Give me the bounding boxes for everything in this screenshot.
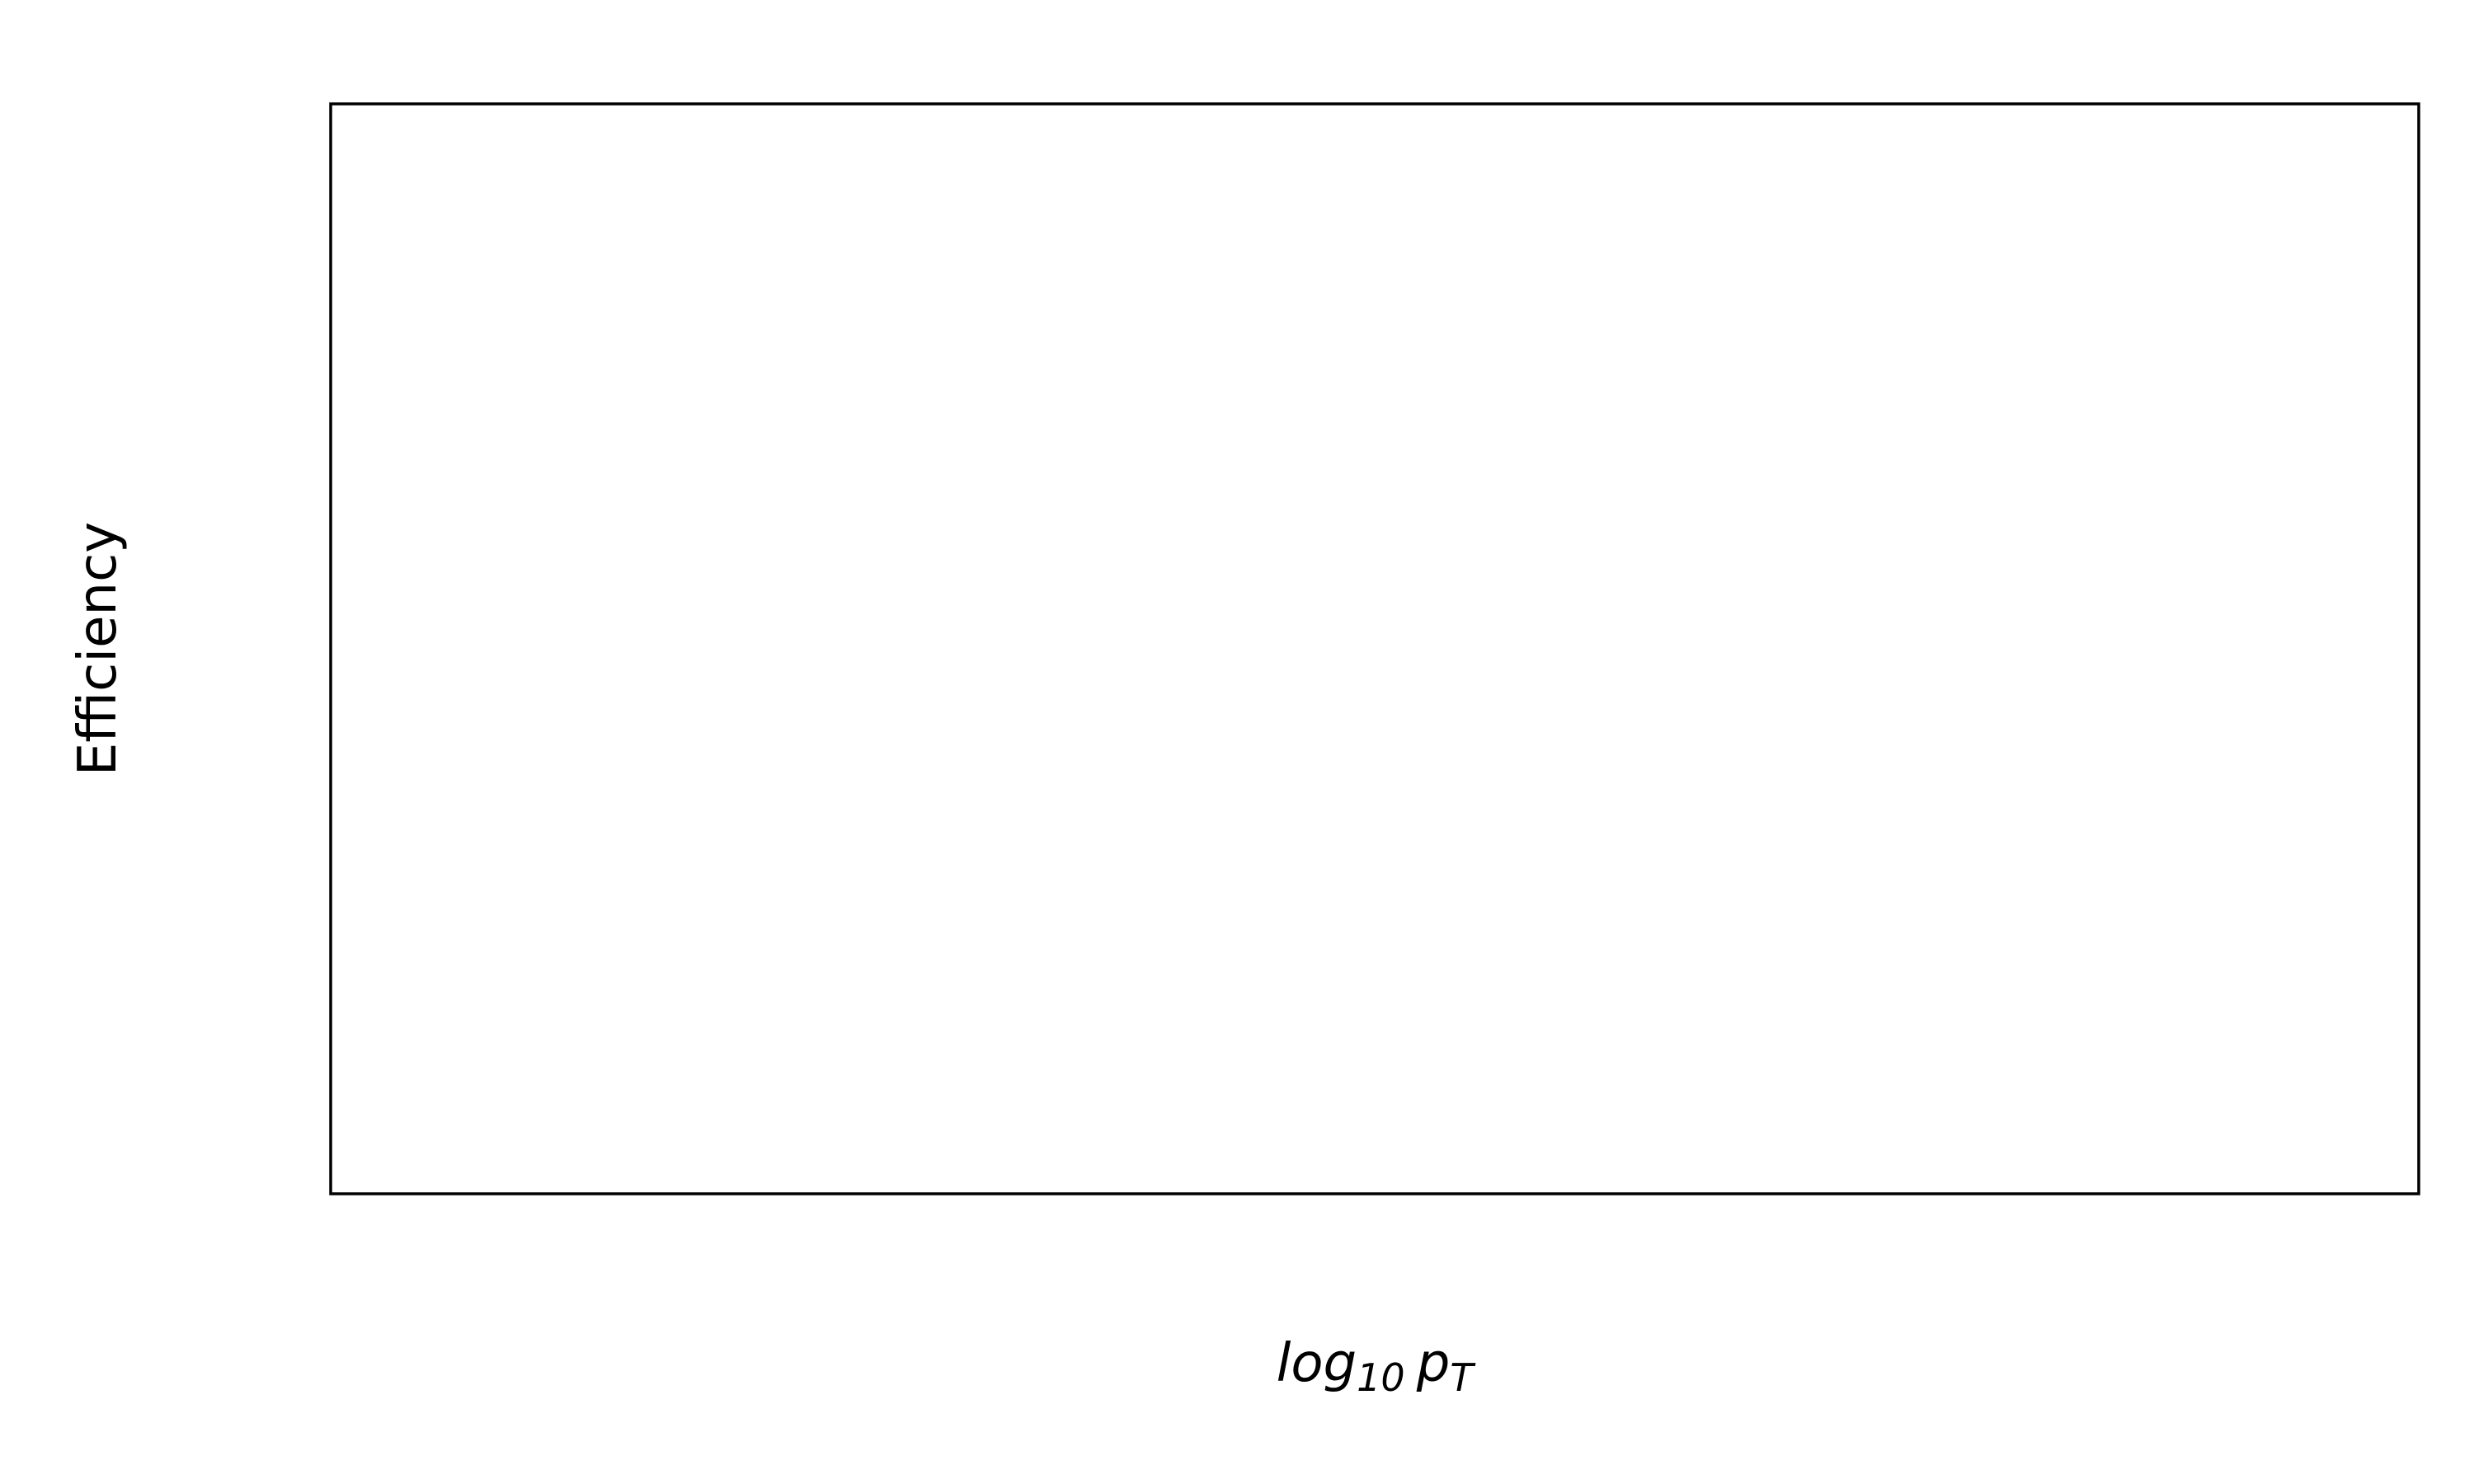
x-axis-label: log10 pT — [1277, 1333, 1477, 1400]
y-axis-label: Efficiency — [68, 522, 129, 776]
x-label-part: log — [1277, 1333, 1357, 1394]
x-label-part: 10 — [1357, 1355, 1405, 1400]
x-label-part: T — [1450, 1355, 1476, 1400]
x-label-part: p — [1416, 1333, 1451, 1394]
plot-frame — [329, 102, 2420, 1195]
